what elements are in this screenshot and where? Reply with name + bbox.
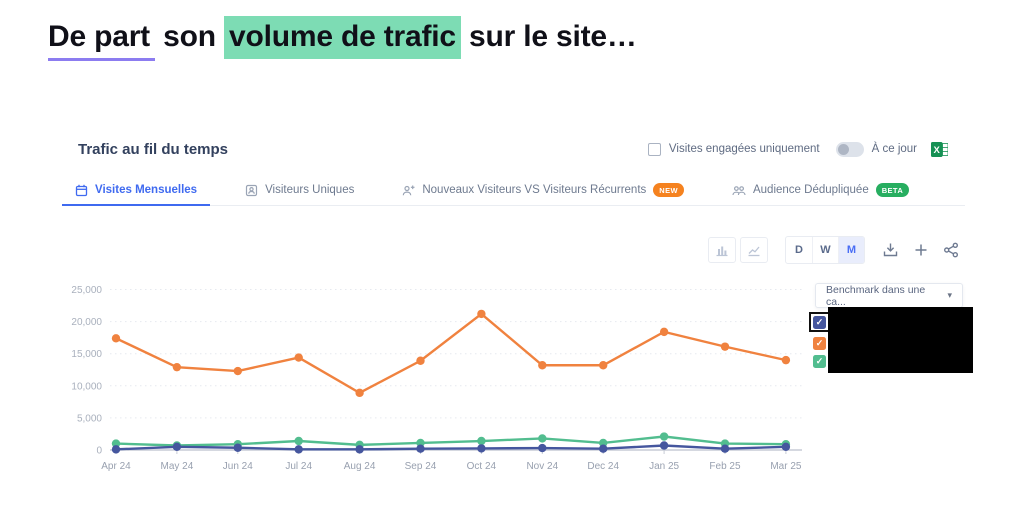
granularity-month-button[interactable]: M [838,237,864,263]
svg-text:Feb 25: Feb 25 [709,461,741,472]
legend-checkbox-series-2[interactable]: ✓ [813,337,826,350]
chart-toolbar: D W M [708,236,959,264]
tab-visites-mensuelles[interactable]: Visites Mensuelles [62,175,211,206]
svg-text:Dec 24: Dec 24 [587,461,619,472]
download-icon[interactable] [882,242,899,258]
benchmark-dropdown[interactable]: Benchmark dans une ca... ▾ [815,283,963,308]
beta-badge: BETA [875,183,910,197]
new-badge: NEW [653,183,684,197]
unique-visitor-icon [245,184,258,197]
engaged-visits-checkbox[interactable] [647,142,661,156]
to-date-toggle[interactable] [835,141,864,157]
widget-controls: Visites engagées uniquement À ce jour X [647,141,948,157]
tab-label: Visiteurs Uniques [265,184,355,196]
page-title: De part son volume de trafic sur le site… [48,16,637,61]
svg-text:Apr 24: Apr 24 [101,461,131,472]
traffic-over-time-widget: Trafic au fil du temps Visites engagées … [62,130,973,490]
svg-text:Aug 24: Aug 24 [344,461,376,472]
traffic-line-chart[interactable]: 0 5,000 10,000 15,000 20,000 25,000 Apr 24 May … [62,278,862,483]
title-highlighted-text: volume de trafic [223,16,461,59]
tab-nouveaux-vs-recurrents[interactable]: Nouveaux Visiteurs VS Visiteurs Récurren… [389,175,697,205]
people-icon [732,184,746,197]
toolbar-actions [882,242,959,258]
person-plus-icon [402,184,415,197]
title-underlined-text: De part [48,20,155,61]
svg-text:May 24: May 24 [161,461,194,472]
svg-text:15,000: 15,000 [71,349,102,360]
engaged-visits-label: Visites engagées uniquement [668,143,820,155]
tab-visiteurs-uniques[interactable]: Visiteurs Uniques [232,175,367,205]
to-date-label: À ce jour [871,143,917,155]
granularity-switch: D W M [785,236,865,264]
svg-text:Oct 24: Oct 24 [467,461,497,472]
line-chart-icon[interactable] [740,237,768,263]
bar-chart-icon[interactable] [708,237,736,263]
svg-text:0: 0 [96,446,102,457]
share-icon[interactable] [943,242,959,258]
legend-checkbox-series-1[interactable]: ✓ [813,316,826,329]
svg-text:10,000: 10,000 [71,381,102,392]
calendar-icon [75,184,88,197]
svg-text:Jul 24: Jul 24 [285,461,312,472]
svg-text:Nov 24: Nov 24 [526,461,558,472]
widget-title: Trafic au fil du temps [78,140,229,158]
svg-text:Mar 25: Mar 25 [770,461,802,472]
svg-text:X: X [934,145,941,156]
granularity-week-button[interactable]: W [812,237,838,263]
title-text-rest: sur le site… [460,20,637,53]
chart-type-switch [708,237,768,263]
widget-tabs: Visites Mensuelles Visiteurs Uniques [62,175,965,206]
toggle-knob [837,143,849,155]
svg-text:Jan 25: Jan 25 [649,461,679,472]
tab-audience-dedupliquee[interactable]: Audience Dédupliquée BETA [719,175,922,205]
svg-text:20,000: 20,000 [71,317,102,328]
svg-text:25,000: 25,000 [71,285,102,296]
granularity-day-button[interactable]: D [795,244,803,256]
tab-label: Audience Dédupliquée [752,184,869,196]
tab-label: Visites Mensuelles [95,184,198,196]
svg-text:Jun 24: Jun 24 [223,461,253,472]
svg-text:5,000: 5,000 [77,413,102,424]
redacted-legend-labels [828,307,973,373]
title-text: son [154,20,224,53]
widget-header: Trafic au fil du temps Visites engagées … [78,138,948,160]
plus-icon[interactable] [914,243,928,257]
benchmark-placeholder: Benchmark dans une ca... [826,283,926,308]
legend-checkbox-series-3[interactable]: ✓ [813,355,826,368]
svg-text:Sep 24: Sep 24 [405,461,437,472]
caret-down-icon: ▾ [947,290,952,300]
tab-label: Nouveaux Visiteurs VS Visiteurs Récurren… [422,184,647,196]
excel-export-icon[interactable]: X [931,141,948,157]
